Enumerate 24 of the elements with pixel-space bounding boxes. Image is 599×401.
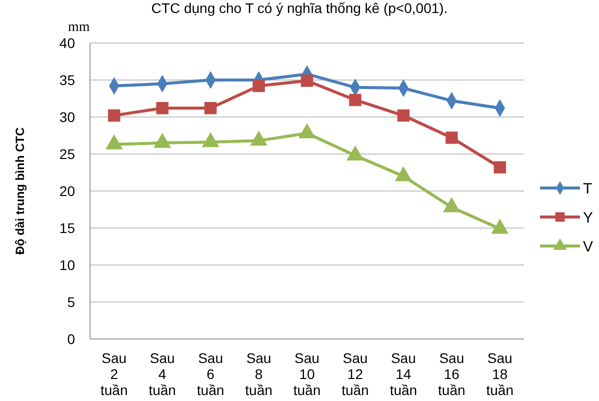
- x-tick-label: Sau 6 tuần: [196, 350, 224, 398]
- x-tick-label: Sau 14 tuần: [390, 350, 418, 398]
- y-tick-label: 5: [67, 294, 76, 310]
- y-tick-label: 25: [59, 146, 76, 162]
- text: mm: [68, 20, 90, 35]
- x-tick-label: Sau 4 tuần: [148, 350, 176, 398]
- x-tick-label: Sau 2 tuần: [100, 350, 128, 398]
- y-tick-label: 10: [59, 256, 76, 273]
- x-tick-label: Sau 10 tuần: [293, 350, 321, 398]
- y-tick-label: 20: [59, 182, 76, 199]
- text: CTC dụng cho T có ý nghĩa thống kê (p<0,001).: [151, 0, 448, 16]
- legend-label: V: [583, 238, 594, 256]
- legend-label: Y: [583, 209, 594, 226]
- x-tick-label: Sau 18 tuần: [486, 350, 514, 398]
- legend-label: T: [583, 180, 592, 198]
- x-tick-label: Sau 12 tuần: [342, 350, 369, 398]
- x-tick-label: Sau 8 tuần: [245, 350, 272, 398]
- y-tick-label: 0: [67, 330, 76, 347]
- y-tick-label: 30: [59, 108, 76, 125]
- x-tick-label: Sau 16 tuần: [438, 350, 466, 398]
- y-tick-label: 15: [59, 220, 76, 236]
- y-tick-label: 40: [59, 34, 76, 51]
- y-tick-label: 35: [59, 72, 76, 88]
- y-axis-title: Độ dài trung bình CTC: [13, 127, 27, 255]
